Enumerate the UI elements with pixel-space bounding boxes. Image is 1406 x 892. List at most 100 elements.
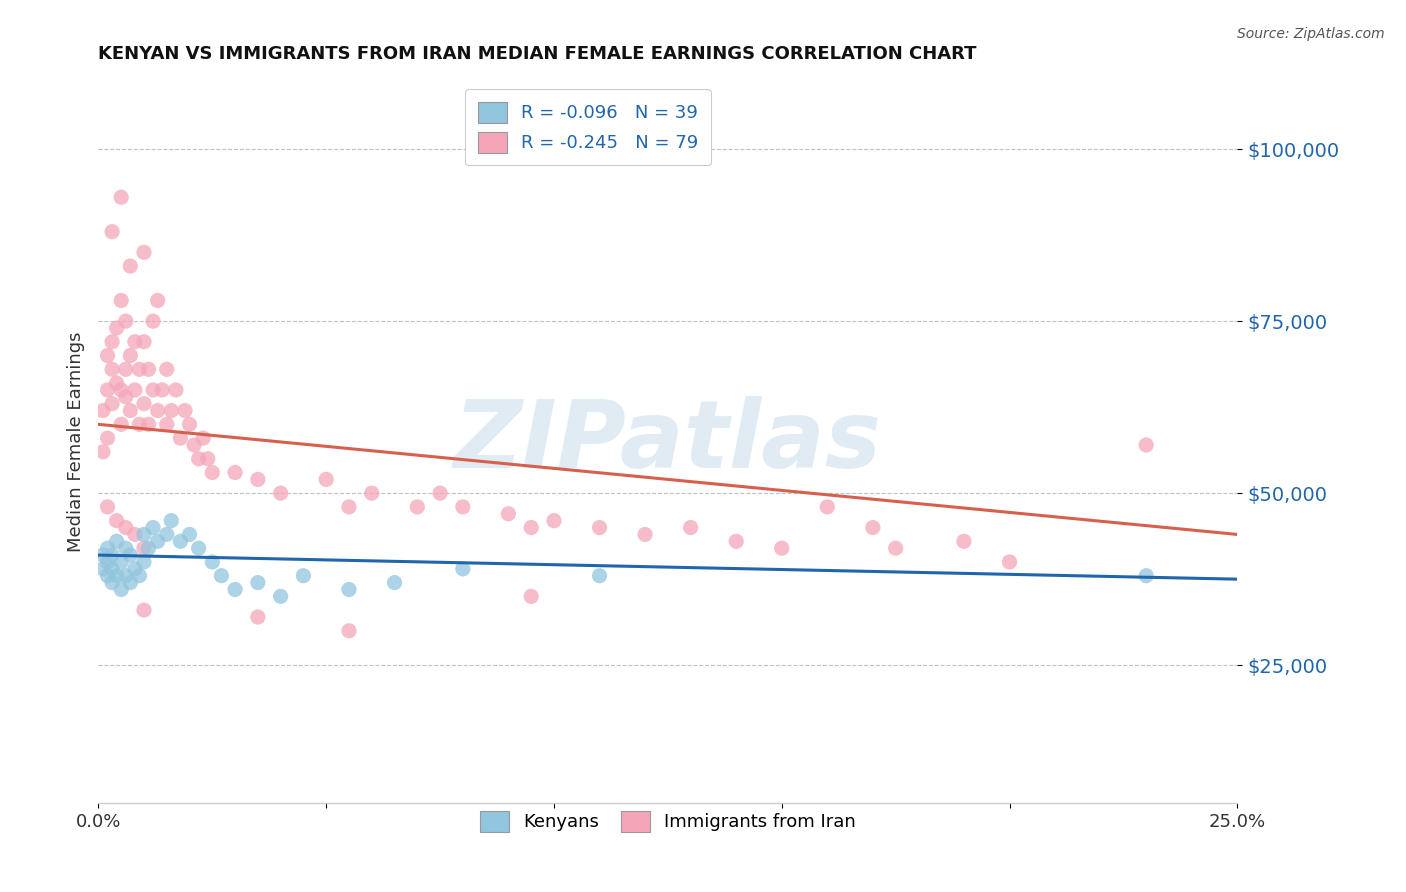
Point [138, 362, 160, 376]
Point [96, 500, 118, 514]
Point [520, 590, 543, 604]
Point [96, 349, 118, 363]
Text: KENYAN VS IMMIGRANTS FROM IRAN MEDIAN FEMALE EARNINGS CORRELATION CHART: KENYAN VS IMMIGRANTS FROM IRAN MEDIAN FE… [98, 45, 977, 63]
Point [315, 472, 337, 486]
Point [105, 321, 128, 335]
Point [150, 383, 173, 397]
Point [406, 500, 429, 514]
Point [101, 225, 124, 239]
Point [101, 575, 124, 590]
Point [588, 568, 610, 582]
Point [114, 520, 136, 534]
Point [110, 190, 132, 204]
Point [498, 507, 520, 521]
Point [132, 334, 155, 349]
Point [224, 466, 246, 480]
Point [114, 314, 136, 328]
Point [183, 438, 205, 452]
Point [132, 603, 155, 617]
Point [110, 555, 132, 569]
Point [91, 403, 114, 417]
Point [884, 541, 907, 556]
Point [634, 527, 657, 541]
Point [96, 568, 118, 582]
Point [770, 541, 793, 556]
Point [337, 624, 360, 638]
Point [124, 334, 146, 349]
Point [132, 555, 155, 569]
Point [114, 390, 136, 404]
Point [105, 534, 128, 549]
Point [165, 383, 187, 397]
Point [360, 486, 382, 500]
Point [132, 397, 155, 411]
Point [114, 541, 136, 556]
Point [142, 520, 165, 534]
Point [124, 562, 146, 576]
Point [124, 383, 146, 397]
Point [197, 451, 219, 466]
Point [91, 445, 114, 459]
Point [91, 548, 114, 562]
Point [953, 534, 976, 549]
Point [114, 568, 136, 582]
Point [337, 582, 360, 597]
Point [384, 575, 406, 590]
Point [246, 575, 269, 590]
Text: ZIPatlas: ZIPatlas [454, 395, 882, 488]
Point [270, 590, 292, 604]
Point [520, 520, 543, 534]
Point [105, 514, 128, 528]
Point [169, 431, 191, 445]
Point [110, 293, 132, 308]
Point [1135, 438, 1157, 452]
Point [246, 610, 269, 624]
Point [187, 541, 209, 556]
Point [1135, 568, 1157, 582]
Point [179, 527, 201, 541]
Point [429, 486, 451, 500]
Point [91, 562, 114, 576]
Point [128, 362, 150, 376]
Point [101, 362, 124, 376]
Point [156, 417, 179, 432]
Point [96, 431, 118, 445]
Point [156, 362, 179, 376]
Point [105, 568, 128, 582]
Point [146, 534, 169, 549]
Point [120, 259, 142, 273]
Point [201, 555, 224, 569]
Point [187, 451, 209, 466]
Point [209, 568, 232, 582]
Point [160, 403, 183, 417]
Point [679, 520, 702, 534]
Point [201, 466, 224, 480]
Point [142, 383, 165, 397]
Point [120, 349, 142, 363]
Point [132, 527, 155, 541]
Legend: Kenyans, Immigrants from Iran: Kenyans, Immigrants from Iran [467, 798, 869, 845]
Point [120, 403, 142, 417]
Point [179, 417, 201, 432]
Point [142, 314, 165, 328]
Point [101, 548, 124, 562]
Point [124, 527, 146, 541]
Point [292, 568, 315, 582]
Point [120, 575, 142, 590]
Point [815, 500, 838, 514]
Point [270, 486, 292, 500]
Point [169, 534, 191, 549]
Point [146, 403, 169, 417]
Text: Source: ZipAtlas.com: Source: ZipAtlas.com [1237, 27, 1385, 41]
Y-axis label: Median Female Earnings: Median Female Earnings [66, 331, 84, 552]
Point [110, 582, 132, 597]
Point [588, 520, 610, 534]
Point [160, 514, 183, 528]
Point [451, 500, 474, 514]
Point [725, 534, 748, 549]
Point [132, 245, 155, 260]
Point [96, 541, 118, 556]
Point [193, 431, 215, 445]
Point [543, 514, 565, 528]
Point [110, 417, 132, 432]
